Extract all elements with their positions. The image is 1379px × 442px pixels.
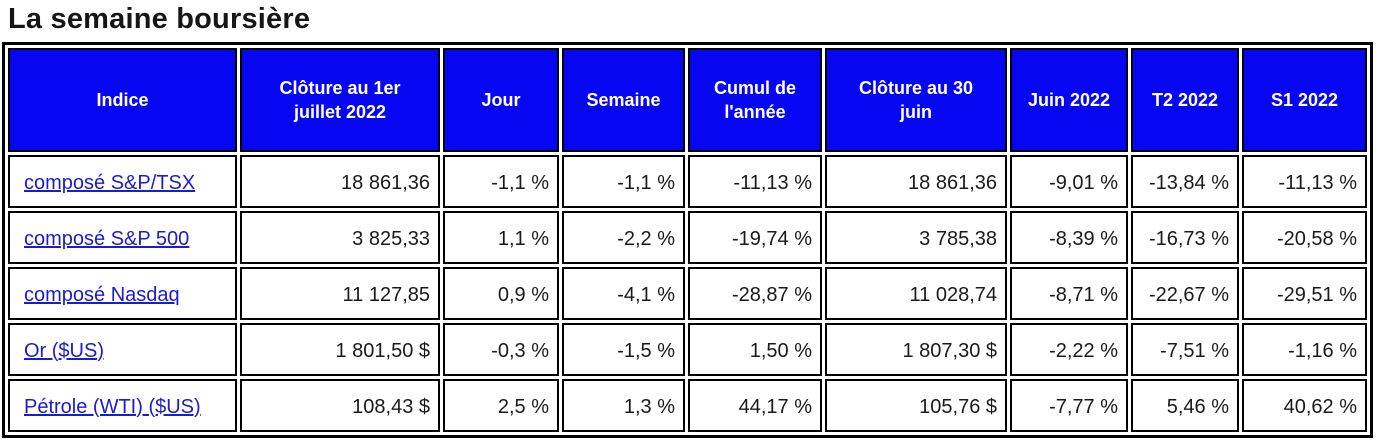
market-table-frame: Indice Clôture au 1er juillet 2022 Jour … [2,42,1373,438]
table-cell: 5,46 % [1131,379,1239,432]
table-cell: -1,1 % [443,155,559,208]
table-cell: -0,3 % [443,323,559,376]
table-cell: -8,71 % [1010,267,1128,320]
table-cell: composé S&P 500 [8,211,237,264]
table-cell: -20,58 % [1242,211,1367,264]
index-link-oil-wti[interactable]: Pétrole (WTI) ($US) [24,395,201,418]
table-cell: -11,13 % [688,155,822,208]
column-header-cloture-1er-juillet: Clôture au 1er juillet 2022 [240,48,440,152]
table-cell: 1 807,30 $ [825,323,1007,376]
table-cell: 3 825,33 [240,211,440,264]
table-cell: 105,76 $ [825,379,1007,432]
index-link-sp-tsx[interactable]: composé S&P/TSX [24,171,196,194]
column-header-s1-2022: S1 2022 [1242,48,1367,152]
table-cell: -2,22 % [1010,323,1128,376]
header-row: Indice Clôture au 1er juillet 2022 Jour … [8,48,1367,152]
market-table: Indice Clôture au 1er juillet 2022 Jour … [5,45,1370,435]
table-cell: 40,62 % [1242,379,1367,432]
table-cell: composé S&P/TSX [8,155,237,208]
index-link-nasdaq[interactable]: composé Nasdaq [24,283,180,306]
table-cell: -22,67 % [1131,267,1239,320]
table-cell: 1,3 % [562,379,685,432]
table-cell: -7,77 % [1010,379,1128,432]
column-header-semaine: Semaine [562,48,685,152]
table-cell: 11 028,74 [825,267,1007,320]
column-header-juin-2022: Juin 2022 [1010,48,1128,152]
table-cell: 1,50 % [688,323,822,376]
index-link-sp500[interactable]: composé S&P 500 [24,227,190,250]
index-link-gold[interactable]: Or ($US) [24,339,104,362]
table-cell: -9,01 % [1010,155,1128,208]
table-cell: Or ($US) [8,323,237,376]
table-cell: -8,39 % [1010,211,1128,264]
table-row: Or ($US) 1 801,50 $ -0,3 % -1,5 % 1,50 %… [8,323,1367,376]
column-header-indice: Indice [8,48,237,152]
table-cell: -11,13 % [1242,155,1367,208]
table-cell: -1,5 % [562,323,685,376]
table-row: composé S&P 500 3 825,33 1,1 % -2,2 % -1… [8,211,1367,264]
table-cell: -19,74 % [688,211,822,264]
table-cell: 1,1 % [443,211,559,264]
table-cell: Pétrole (WTI) ($US) [8,379,237,432]
column-header-cloture-30-juin: Clôture au 30 juin [825,48,1007,152]
table-cell: 2,5 % [443,379,559,432]
table-cell: -13,84 % [1131,155,1239,208]
table-cell: -4,1 % [562,267,685,320]
table-cell: 108,43 $ [240,379,440,432]
column-header-cumul-annee: Cumul de l'année [688,48,822,152]
table-cell: -2,2 % [562,211,685,264]
table-row: composé Nasdaq 11 127,85 0,9 % -4,1 % -2… [8,267,1367,320]
table-cell: 44,17 % [688,379,822,432]
table-cell: -16,73 % [1131,211,1239,264]
table-cell: 11 127,85 [240,267,440,320]
column-header-t2-2022: T2 2022 [1131,48,1239,152]
table-cell: 0,9 % [443,267,559,320]
table-cell: -29,51 % [1242,267,1367,320]
table-cell: -1,1 % [562,155,685,208]
column-header-jour: Jour [443,48,559,152]
table-cell: 18 861,36 [240,155,440,208]
table-cell: 3 785,38 [825,211,1007,264]
table-cell: -28,87 % [688,267,822,320]
table-row: composé S&P/TSX 18 861,36 -1,1 % -1,1 % … [8,155,1367,208]
table-cell: -7,51 % [1131,323,1239,376]
table-cell: 1 801,50 $ [240,323,440,376]
table-cell: -1,16 % [1242,323,1367,376]
table-row: Pétrole (WTI) ($US) 108,43 $ 2,5 % 1,3 %… [8,379,1367,432]
page-title: La semaine boursière [8,3,311,35]
table-cell: composé Nasdaq [8,267,237,320]
table-cell: 18 861,36 [825,155,1007,208]
